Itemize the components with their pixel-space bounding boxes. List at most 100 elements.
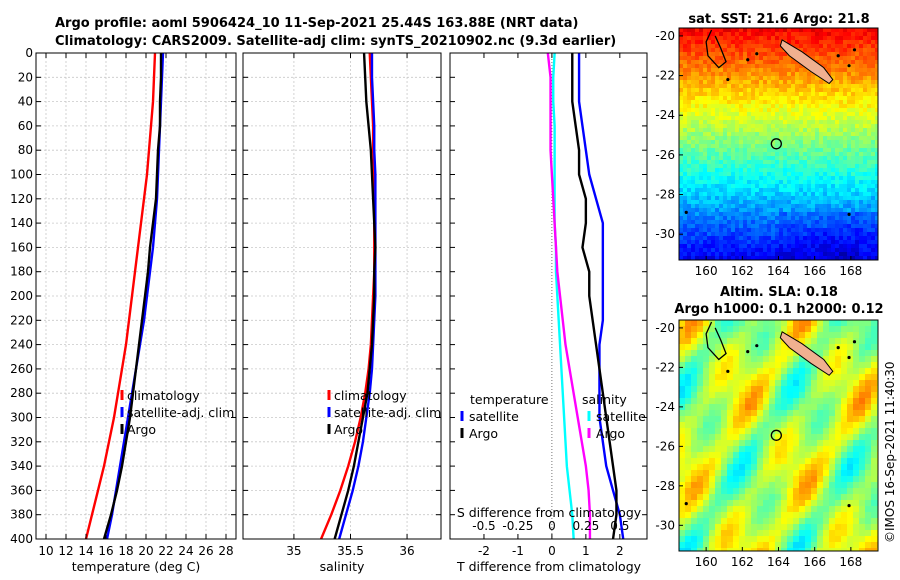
map-cell — [807, 228, 812, 233]
map-cell — [683, 204, 688, 209]
map-cell — [851, 72, 856, 77]
map-cell — [823, 176, 828, 181]
map-cell — [763, 36, 768, 41]
map-cell — [769, 464, 776, 471]
map-cell — [733, 518, 740, 525]
map-cell — [715, 500, 722, 507]
map-cell — [775, 40, 780, 45]
y-tick-label: 160 — [10, 240, 33, 254]
map-cell — [739, 28, 744, 33]
map-cell — [811, 80, 816, 85]
map-cell — [703, 156, 708, 161]
map-cell — [851, 68, 856, 73]
map-cell — [819, 228, 824, 233]
map-cell — [715, 84, 720, 89]
map-cell — [839, 172, 844, 177]
map-cell — [779, 248, 784, 253]
map-cell — [739, 80, 744, 85]
map-cell — [771, 224, 776, 229]
map-cell — [787, 176, 792, 181]
map-cell — [747, 48, 752, 53]
map-cell — [795, 128, 800, 133]
map-cell — [691, 232, 696, 237]
map-cell — [815, 112, 820, 117]
map-cell — [839, 60, 844, 65]
map-cell — [715, 152, 720, 157]
map-cell — [751, 488, 758, 495]
map-cell — [799, 256, 804, 260]
map-cell — [803, 120, 808, 125]
map-cell — [871, 120, 876, 125]
map-cell — [727, 128, 732, 133]
map-cell — [823, 132, 828, 137]
map-cell — [715, 60, 720, 65]
map-cell — [727, 398, 734, 405]
map-cell — [703, 464, 710, 471]
map-cell — [779, 156, 784, 161]
map-cell — [859, 128, 864, 133]
map-cell — [843, 192, 848, 197]
map-cell — [823, 410, 830, 417]
map-cell — [769, 338, 776, 345]
map-cell — [709, 452, 716, 459]
map-cell — [799, 44, 804, 49]
map-cell — [759, 180, 764, 185]
map-cell — [691, 228, 696, 233]
map-cell — [787, 536, 794, 543]
map-cell — [703, 96, 708, 101]
map-cell — [867, 132, 872, 137]
map-cell — [819, 236, 824, 241]
map-cell — [819, 188, 824, 193]
map-cell — [721, 470, 728, 477]
map-cell — [835, 368, 842, 375]
map-cell — [703, 386, 710, 393]
map-cell — [707, 188, 712, 193]
map-cell — [863, 132, 868, 137]
map-cell — [747, 40, 752, 45]
map-cell — [783, 72, 788, 77]
map-cell — [769, 392, 776, 399]
map-cell — [807, 28, 812, 33]
map-cell — [751, 88, 756, 93]
map-cell — [739, 362, 746, 369]
map-cell — [787, 168, 792, 173]
map-cell — [855, 172, 860, 177]
map-cell — [759, 216, 764, 221]
map-cell — [707, 88, 712, 93]
map-cell — [817, 428, 824, 435]
map-cell — [795, 124, 800, 129]
map-cell — [763, 338, 770, 345]
map-cell — [679, 446, 686, 453]
map-cell — [871, 256, 876, 260]
map-cell — [755, 80, 760, 85]
map-cell — [799, 100, 804, 105]
map-cell — [703, 28, 708, 33]
map-cell — [685, 494, 692, 501]
map-cell — [827, 108, 832, 113]
map-cell — [875, 148, 878, 153]
map-cell — [851, 200, 856, 205]
map-cell — [723, 52, 728, 57]
map-cell — [735, 132, 740, 137]
map-cell — [679, 120, 684, 125]
map-cell — [715, 494, 722, 501]
map-cell — [783, 240, 788, 245]
map-cell — [747, 88, 752, 93]
map-cell — [779, 204, 784, 209]
map-cell — [871, 116, 876, 121]
map-cell — [807, 104, 812, 109]
map-cell — [727, 410, 734, 417]
map-cell — [835, 196, 840, 201]
map-cell — [703, 132, 708, 137]
map-cell — [683, 108, 688, 113]
map-cell — [819, 176, 824, 181]
map-cell — [747, 148, 752, 153]
map-cell — [807, 52, 812, 57]
map-cell — [787, 116, 792, 121]
map-cell — [767, 116, 772, 121]
map-cell — [699, 196, 704, 201]
map-cell — [839, 228, 844, 233]
map-cell — [731, 32, 736, 37]
map-cell — [711, 212, 716, 217]
map-cell — [839, 184, 844, 189]
